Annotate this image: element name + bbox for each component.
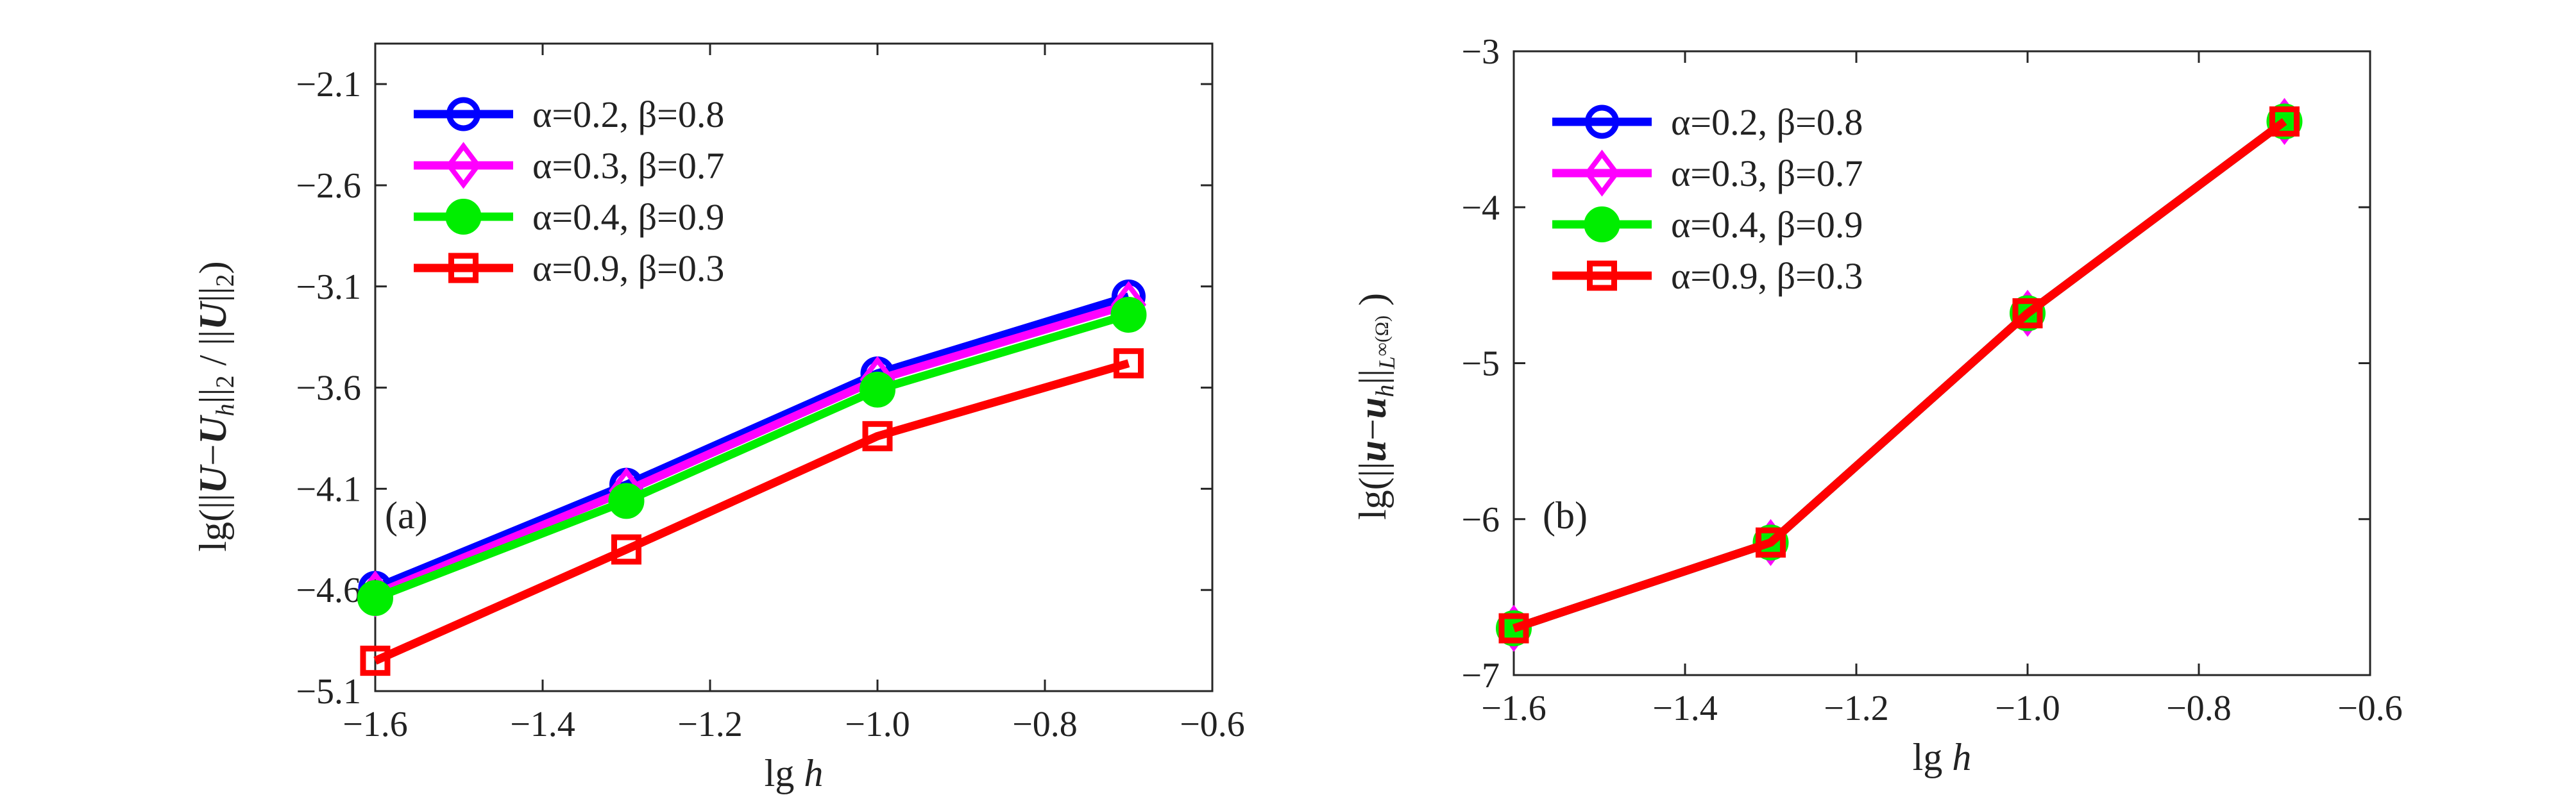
y-axis-label-a: lg(||U−Uh||2 / ||U||2) <box>192 261 239 551</box>
legend-label-a-1: α=0.3, β=0.7 <box>532 145 724 187</box>
legend-label-b-3: α=0.9, β=0.3 <box>1671 255 1863 297</box>
y-tick-label-b: −6 <box>1461 500 1500 540</box>
y-tick-label-a: −3.6 <box>296 369 361 408</box>
x-tick-label-a: −1.6 <box>343 705 408 744</box>
chart-panel-a: −1.6 −1.4 −1.2 −1.0 −0.8 −0.6 −5.1 −4.6 −4.1 −3.6… <box>192 42 1245 794</box>
data-point-a-3-1 <box>611 534 641 565</box>
y-tick-label-a: −4.6 <box>296 571 361 610</box>
data-point-a-3-0 <box>360 646 391 676</box>
x-tick-label-b: −1.4 <box>1652 689 1718 728</box>
series-line-a-3 <box>373 359 1130 665</box>
x-tick-label-a: −0.8 <box>1012 705 1078 744</box>
legend-marker-a-3 <box>448 253 479 283</box>
y-tick-label-a: −5.1 <box>296 672 361 712</box>
legend-label-a-0: α=0.2, β=0.8 <box>532 94 724 135</box>
data-point-a-2-1 <box>608 483 645 519</box>
data-point-a-2-3 <box>1110 296 1147 333</box>
y-tick-label-b: −5 <box>1461 344 1500 384</box>
x-tick-label-a: −1.0 <box>845 705 910 744</box>
panel-label-b: (b) <box>1543 494 1588 537</box>
series-group-a <box>357 280 1147 676</box>
data-point-b-3-0 <box>1498 613 1529 644</box>
chart-panel-b: −1.6 −1.4 −1.2 −1.0 −0.8 −0.6 −7 −6 −5 −4 −3 lg h (… <box>1352 32 2403 778</box>
legend-marker-b-3 <box>1587 260 1617 291</box>
data-point-a-3-3 <box>1114 348 1144 379</box>
x-tick-label-b: −1.6 <box>1481 689 1546 728</box>
series-line-a-0 <box>373 292 1130 592</box>
legend-marker-b-2 <box>1584 206 1620 242</box>
legend-label-b-0: α=0.2, β=0.8 <box>1671 101 1863 143</box>
x-tick-label-b: −1.0 <box>1995 689 2060 728</box>
series-line-a-2 <box>373 310 1130 602</box>
plot-frame-a <box>374 42 1214 692</box>
x-tick-label-b: −0.6 <box>2337 689 2403 728</box>
x-tick-label-a: −1.2 <box>677 705 743 744</box>
x-tick-label-a: −1.4 <box>510 705 575 744</box>
legend-label-b-1: α=0.3, β=0.7 <box>1671 153 1863 194</box>
y-axis-label-b: lg(||u−uh||L∞(Ω) ) <box>1352 293 1400 520</box>
legend-b: α=0.2, β=0.8 α=0.3, β=0.7 α=0.4, β=0.9 α=0.… <box>1552 101 1863 297</box>
x-tick-label-b: −0.8 <box>2166 689 2232 728</box>
y-tick-label-a: −2.1 <box>296 65 361 105</box>
data-point-b-3-1 <box>1756 527 1786 558</box>
legend-marker-a-2 <box>445 199 482 235</box>
y-tick-label-a: −4.1 <box>296 469 361 509</box>
panel-label-a: (a) <box>385 494 428 537</box>
legend-marker-a-0 <box>446 97 480 131</box>
legend-label-a-3: α=0.9, β=0.3 <box>532 247 724 289</box>
svg-text:lg(||U−Uh||2 / ||U||2): lg(||U−Uh||2 / ||U||2) <box>192 261 239 551</box>
y-tick-label-b: −4 <box>1461 188 1500 228</box>
legend-a: α=0.2, β=0.8 α=0.3, β=0.7 α=0.4, β=0.9 α=0.… <box>414 94 724 289</box>
axes-a: −1.6 −1.4 −1.2 −1.0 −0.8 −0.6 −5.1 −4.6 −4.1 −3.6… <box>296 42 1245 794</box>
x-tick-label-b: −1.2 <box>1824 689 1889 728</box>
legend-marker-b-1 <box>1584 149 1620 197</box>
data-point-a-3-2 <box>862 421 893 451</box>
y-tick-label-a: −2.6 <box>296 166 361 206</box>
data-point-b-3-2 <box>2012 298 2043 329</box>
data-point-b-3-3 <box>2269 106 2300 137</box>
series-line-b-3 <box>1512 118 2287 633</box>
data-point-a-2-2 <box>860 371 895 408</box>
series-group-b <box>1496 97 2303 652</box>
svg-text:lg(||u−uh||L∞(Ω) ): lg(||u−uh||L∞(Ω) ) <box>1352 293 1400 520</box>
x-axis-label-a: lg h <box>765 752 824 794</box>
legend-label-a-2: α=0.4, β=0.9 <box>532 196 724 238</box>
data-point-a-2-0 <box>357 580 393 616</box>
y-tick-label-b: −3 <box>1461 32 1500 72</box>
legend-label-b-2: α=0.4, β=0.9 <box>1671 204 1863 246</box>
x-axis-label-b: lg h <box>1913 736 1972 778</box>
legend-marker-b-0 <box>1585 105 1619 139</box>
y-tick-label-a: −3.1 <box>296 267 361 307</box>
y-tick-label-b: −7 <box>1461 656 1500 696</box>
axes-b: −1.6 −1.4 −1.2 −1.0 −0.8 −0.6 −7 −6 −5 −4 −3 lg h <box>1461 32 2402 778</box>
x-tick-label-a: −0.6 <box>1180 705 1245 744</box>
legend-marker-a-1 <box>446 142 481 189</box>
series-line-a-1 <box>373 300 1130 598</box>
